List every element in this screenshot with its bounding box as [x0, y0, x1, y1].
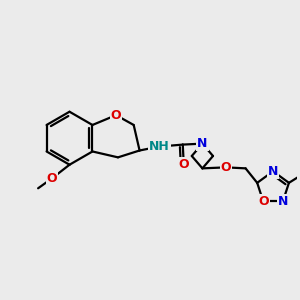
Text: O: O	[178, 158, 189, 171]
Text: N: N	[268, 165, 278, 178]
Text: N: N	[278, 195, 288, 208]
Text: O: O	[46, 172, 57, 185]
Text: N: N	[197, 137, 208, 150]
Text: O: O	[111, 109, 121, 122]
Text: O: O	[220, 161, 231, 174]
Text: O: O	[258, 195, 268, 208]
Text: NH: NH	[149, 140, 170, 153]
